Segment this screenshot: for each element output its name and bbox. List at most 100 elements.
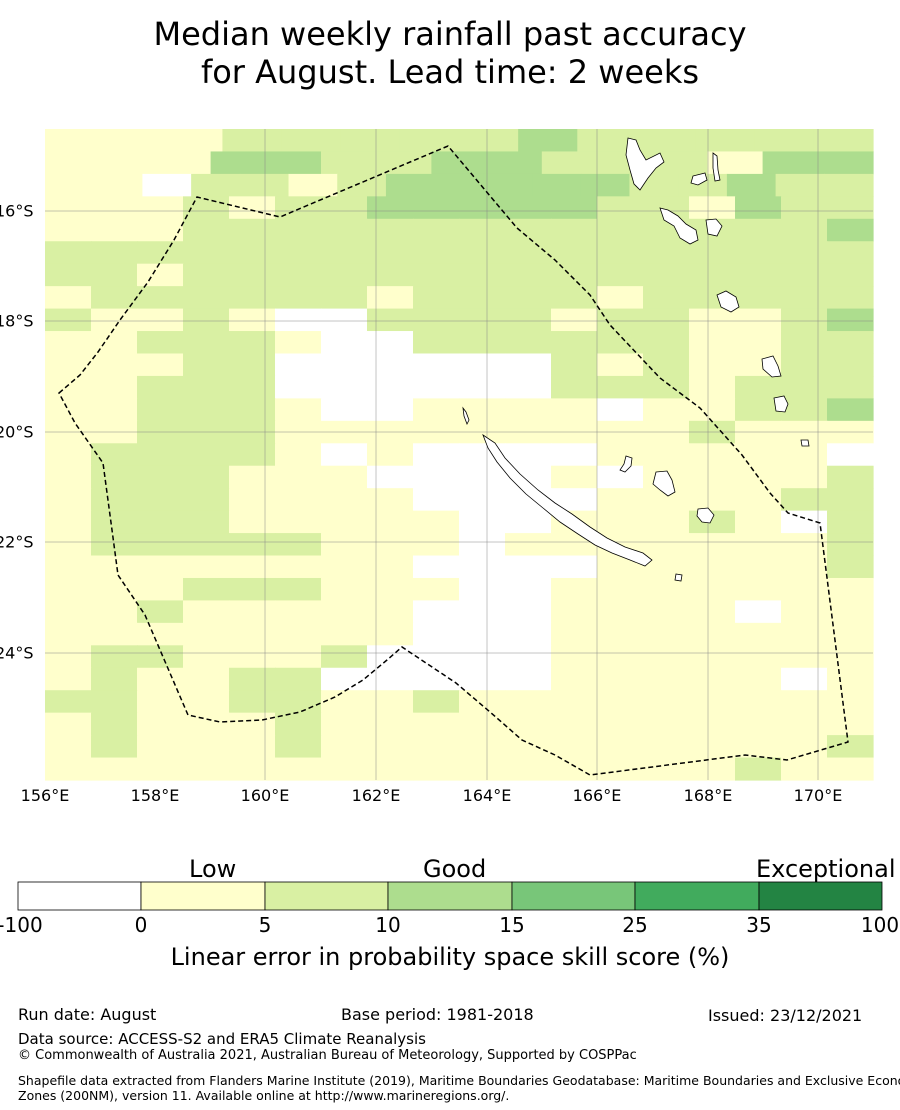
vanuatu-island-outline [773,395,789,413]
base-period: Base period: 1981-2018 [341,1005,534,1024]
grid-cell [689,488,736,512]
grid-cell [91,510,138,534]
grid-cell [367,667,414,691]
grid-cell [597,353,644,377]
grid-cell [505,263,552,287]
grid-cell [459,218,506,242]
grid-cell [275,690,322,714]
grid-cell [45,577,92,602]
grid-cell [137,510,184,534]
grid-cell [505,218,552,242]
grid-cell [827,667,874,691]
grid-cell [367,331,414,355]
grid-cell [689,331,736,355]
grid-cell [689,196,736,220]
grid-cell [505,510,552,534]
grid-cell [643,645,690,669]
grid-cell [636,129,697,153]
grid-cell [45,555,92,579]
grid-cell [321,443,368,467]
grid-cell [413,533,460,557]
grid-cell [91,331,138,355]
grid-cell [155,151,212,175]
grid-cell [735,263,782,287]
grid-cell [91,555,138,579]
grid-cell [551,488,598,512]
grid-cell [229,241,276,265]
grid-cell [597,465,644,489]
grid-cell [827,398,874,422]
copyright: © Commonwealth of Australia 2021, Austra… [18,1048,637,1063]
grid-cell [781,218,828,242]
colorbar-title: Linear error in probability space skill … [170,943,730,971]
grid-cell [91,263,138,287]
grid-cell [781,420,828,444]
grid-cell [183,308,230,332]
grid-cell [91,196,138,220]
grid-cell [413,622,460,646]
grid-cell [137,577,184,602]
grid-cell [91,465,138,489]
grid-cell [643,375,690,399]
grid-cell [239,173,290,197]
grid-cell [321,465,368,489]
grid-cell [399,129,460,153]
grid-cell [321,286,368,310]
grid-cell [183,286,230,310]
graticule [45,129,873,780]
grid-cell [505,353,552,377]
grid-cell [505,555,552,579]
grid-cell [781,533,828,557]
grid-cell [137,443,184,467]
grid-cell [827,555,874,579]
grid-cell [321,151,377,175]
grid-cell [597,196,644,220]
grid-cell [137,600,184,624]
grid-cell [288,173,338,197]
grid-cell [827,577,874,602]
grid-cell [275,398,322,422]
grid-cell [505,420,552,444]
lat-label: 22°S [0,532,34,552]
colorbar-segment [264,881,389,911]
grid-cell [735,398,782,422]
grid-cell [459,488,506,512]
grid-cell [413,645,460,669]
grid-cell [229,533,276,557]
grid-cell [413,465,460,489]
grid-cell [827,622,874,646]
grid-cell [45,308,92,332]
grid-cell [781,555,828,579]
grid-cell [275,196,322,220]
grid-cell [275,308,322,332]
grid-cell [91,308,138,332]
grid-cell [275,443,322,467]
issued-date: Issued: 23/12/2021 [708,1006,863,1025]
grid-cell [45,488,92,512]
grid-cell [91,375,138,399]
grid-cell [229,465,276,489]
grid-cell [321,331,368,355]
grid-cell [367,465,414,489]
grid-cell [229,375,276,399]
grid-cell [551,622,598,646]
grid-cell [781,375,828,399]
grid-cell [275,375,322,399]
grid-cell [91,577,138,602]
grid-cell [229,488,276,512]
grid-cell [45,151,101,175]
grid-cell [413,712,460,736]
grid-cell [413,286,460,310]
grid-cell [183,757,230,781]
grid-cell [183,600,230,624]
grid-cell [459,667,506,691]
grid-cell [781,622,828,646]
grid-cell [229,308,276,332]
grid-cell [275,488,322,512]
grid-cell [597,712,644,736]
grid-cell [643,577,690,602]
grid-cell [321,263,368,287]
grid-cell [413,353,460,377]
grid-cell [643,622,690,646]
grid-cell [505,577,552,602]
